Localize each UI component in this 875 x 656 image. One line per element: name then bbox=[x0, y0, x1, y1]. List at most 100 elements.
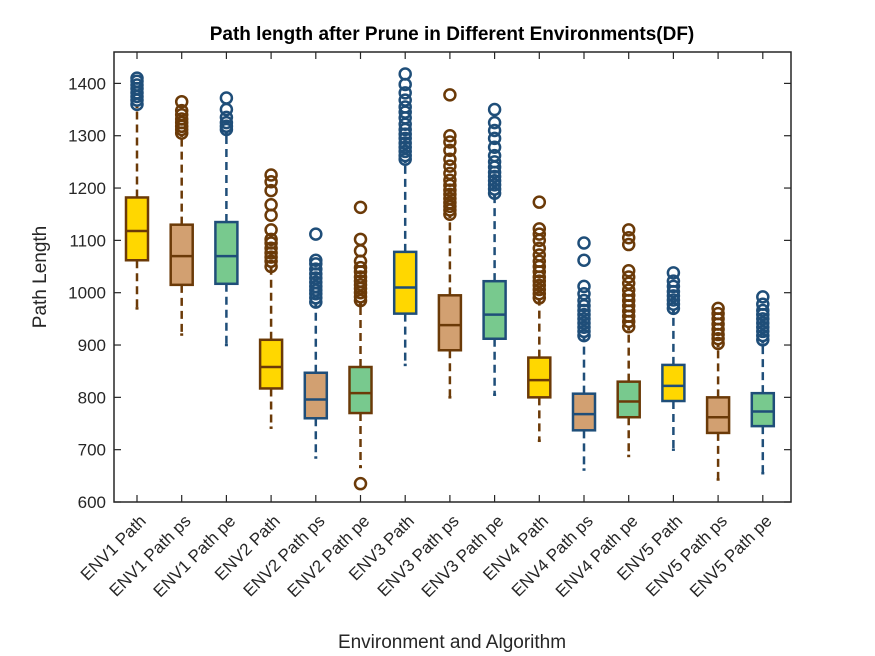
outlier-point bbox=[711, 331, 725, 346]
outlier-point bbox=[487, 182, 502, 196]
outlier-point bbox=[577, 312, 591, 326]
outlier-point bbox=[666, 293, 681, 307]
outlier-point bbox=[666, 279, 681, 294]
outlier-point bbox=[398, 140, 412, 154]
outlier-point bbox=[666, 301, 681, 316]
outlier-point bbox=[264, 183, 278, 198]
outlier-point bbox=[532, 291, 547, 305]
outlier-point bbox=[398, 144, 412, 159]
outlier-point bbox=[219, 115, 234, 130]
outlier-point bbox=[756, 290, 770, 304]
outlier-point bbox=[756, 312, 770, 326]
outlier-point bbox=[219, 110, 234, 125]
outlier-point bbox=[711, 336, 725, 351]
outlier-point bbox=[532, 222, 547, 236]
outlier-point bbox=[711, 301, 725, 316]
outlier-point bbox=[756, 333, 770, 347]
outlier-point bbox=[666, 297, 681, 311]
box-iqr bbox=[437, 294, 463, 352]
outlier-point bbox=[309, 262, 323, 276]
outlier-point bbox=[532, 248, 547, 262]
outlier-point bbox=[756, 328, 770, 343]
outlier-point bbox=[309, 279, 323, 294]
outlier-point bbox=[577, 236, 591, 250]
outlier-point bbox=[264, 250, 278, 264]
outlier-point bbox=[577, 316, 591, 330]
outlier-point bbox=[487, 155, 502, 169]
outlier-point bbox=[577, 328, 591, 343]
outlier-point bbox=[621, 276, 636, 291]
outlier-point bbox=[487, 102, 502, 117]
box-iqr bbox=[303, 371, 329, 420]
y-tick-label: 1200 bbox=[68, 179, 106, 198]
outlier-point bbox=[353, 274, 368, 288]
y-axis-label: Path Length bbox=[30, 226, 51, 328]
outlier-point bbox=[577, 253, 591, 268]
box-iqr bbox=[258, 338, 284, 390]
outlier-point bbox=[309, 253, 323, 268]
outlier-point bbox=[756, 316, 770, 330]
outlier-point bbox=[309, 227, 323, 241]
outlier-point bbox=[666, 266, 681, 280]
x-axis-label: Environment and Algorithm bbox=[338, 632, 566, 653]
box-iqr bbox=[348, 365, 373, 415]
outlier-point bbox=[532, 254, 547, 269]
y-tick-label: 600 bbox=[78, 493, 106, 512]
outlier-point bbox=[621, 263, 636, 278]
outlier-point bbox=[577, 320, 591, 334]
outlier-point bbox=[487, 131, 502, 146]
outlier-point bbox=[398, 67, 412, 81]
outlier-point bbox=[532, 241, 547, 255]
y-tick-label: 900 bbox=[78, 336, 106, 355]
outlier-point bbox=[532, 286, 547, 301]
outlier-point bbox=[443, 195, 457, 210]
outlier-point bbox=[353, 232, 368, 247]
box-iqr bbox=[750, 391, 776, 428]
outlier-point bbox=[174, 103, 189, 118]
outlier-point bbox=[756, 324, 770, 339]
outlier-point bbox=[443, 152, 457, 167]
outlier-point bbox=[443, 143, 457, 158]
outlier-point bbox=[577, 286, 591, 301]
outlier-point bbox=[264, 168, 278, 182]
y-tick-label: 1100 bbox=[69, 231, 106, 250]
outlier-point bbox=[621, 231, 636, 245]
y-tick-label: 1400 bbox=[68, 74, 106, 93]
outlier-point bbox=[264, 241, 278, 255]
outlier-point bbox=[398, 93, 412, 107]
outlier-point bbox=[443, 135, 457, 149]
y-tick-label: 800 bbox=[78, 388, 106, 407]
outlier-point bbox=[309, 275, 323, 289]
box-iqr bbox=[124, 196, 150, 262]
outlier-point bbox=[532, 278, 547, 293]
outlier-point bbox=[353, 270, 368, 284]
box-iqr bbox=[169, 223, 194, 287]
outlier-point bbox=[621, 223, 636, 237]
box-iqr bbox=[661, 363, 686, 403]
outlier-point bbox=[756, 297, 770, 311]
box-iqr bbox=[482, 279, 507, 340]
outlier-point bbox=[487, 173, 502, 188]
outlier-point bbox=[487, 186, 502, 201]
outlier-point bbox=[487, 115, 502, 130]
outlier-point bbox=[443, 88, 457, 102]
outlier-point bbox=[621, 283, 636, 297]
outlier-point bbox=[443, 159, 457, 173]
outlier-point bbox=[487, 140, 502, 154]
outlier-point bbox=[264, 259, 278, 274]
outlier-point bbox=[487, 148, 502, 163]
outlier-point bbox=[398, 136, 412, 150]
box-iqr bbox=[392, 250, 418, 315]
outlier-point bbox=[532, 274, 547, 288]
box-iqr bbox=[527, 356, 552, 399]
outlier-point bbox=[130, 71, 144, 85]
box-iqr bbox=[571, 392, 597, 432]
chart-title: Path length after Prune in Different Env… bbox=[210, 24, 695, 45]
axes-frame bbox=[113, 51, 792, 503]
outlier-point bbox=[264, 175, 278, 189]
outlier-point bbox=[487, 123, 502, 138]
box-iqr bbox=[705, 396, 731, 435]
outlier-point bbox=[353, 476, 368, 491]
